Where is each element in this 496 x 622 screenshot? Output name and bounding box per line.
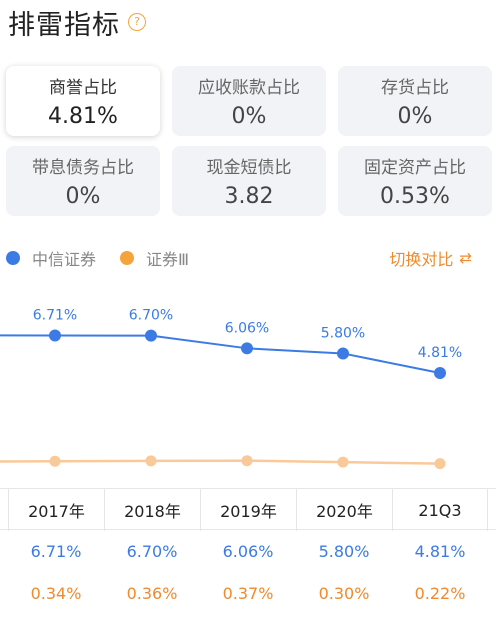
swap-icon: ⇄	[459, 249, 472, 267]
table-cell: 6.70%	[126, 541, 178, 561]
data-point[interactable]	[434, 367, 446, 380]
table-cell: 0.30%	[318, 583, 370, 603]
metric-card-value: 0%	[65, 184, 101, 209]
data-label: 6.70%	[129, 308, 173, 324]
table-header-cell: 2019年	[200, 489, 296, 531]
data-label: 5.80%	[321, 325, 365, 341]
chart-legend: 中信证券 证券Ⅲ 切换对比 ⇄	[6, 244, 490, 272]
legend-label-series-2: 证券Ⅲ	[146, 250, 190, 269]
table-cell: 0.36%	[126, 583, 178, 603]
table-header-cell: 21Q3	[392, 489, 488, 531]
legend-dot-series-2	[120, 251, 135, 265]
metric-card-value: 4.81%	[48, 104, 118, 129]
metric-card-label: 现金短债比	[206, 158, 292, 178]
metric-card-value: 0%	[231, 104, 267, 129]
metric-card-cash-short-debt[interactable]: 现金短债比 3.82	[172, 146, 326, 216]
table-cell: 0.34%	[30, 583, 82, 603]
metric-card-label: 固定资产占比	[364, 158, 466, 178]
switch-compare-label: 切换对比	[389, 250, 454, 269]
metric-card-value: 0%	[397, 104, 433, 129]
data-point[interactable]	[145, 329, 157, 342]
metric-card-goodwill[interactable]: 商誉占比 4.81%	[6, 66, 160, 136]
legend-dot-series-1	[6, 251, 20, 265]
table-cell: 6.71%	[30, 541, 82, 561]
table-header-cell: 2017年	[8, 489, 104, 531]
metric-card-label: 商誉占比	[49, 78, 117, 98]
table-cell: 6.06%	[222, 541, 274, 561]
data-point[interactable]	[49, 329, 61, 342]
table-cell: 4.81%	[414, 541, 466, 561]
table-row: 6.71% 6.70% 6.06% 5.80% 4.81%	[0, 530, 496, 572]
metric-card-inventory[interactable]: 存货占比 0%	[338, 66, 492, 136]
data-label: 6.71%	[33, 307, 77, 323]
data-point[interactable]	[337, 456, 349, 468]
data-point[interactable]	[337, 347, 349, 360]
legend-label-series-1: 中信证券	[32, 250, 97, 269]
table-header-cell: 2020年	[296, 489, 392, 531]
metric-card-value: 0.53%	[380, 184, 450, 209]
line-chart: 6.71% 6.70% 6.06% 5.80% 4.81%	[0, 307, 462, 470]
table-row: 0.34% 0.36% 0.37% 0.30% 0.22%	[0, 572, 496, 614]
switch-compare-button[interactable]: 切换对比 ⇄	[389, 244, 472, 272]
metric-card-value: 3.82	[224, 184, 274, 209]
table-cell: 5.80%	[318, 541, 370, 561]
table-header-row: 2017年 2018年 2019年 2020年 21Q3	[0, 488, 496, 531]
table-cell: 0.37%	[222, 583, 274, 603]
help-icon[interactable]: ?	[128, 13, 146, 31]
metric-card-label: 带息债务占比	[32, 158, 134, 178]
metric-card-interest-debt[interactable]: 带息债务占比 0%	[6, 146, 160, 216]
data-table: 2017年 2018年 2019年 2020年 21Q3 6.71% 6.70%…	[0, 488, 496, 614]
page-title: 排雷指标 ?	[8, 4, 146, 41]
data-label: 6.06%	[225, 320, 269, 336]
metric-card-label: 应收账款占比	[198, 78, 300, 98]
series-line-2	[0, 459, 441, 465]
data-point[interactable]	[145, 455, 157, 467]
metric-cards: 商誉占比 4.81% 应收账款占比 0% 存货占比 0% 带息债务占比 0% 现…	[6, 66, 492, 216]
series-line-1	[0, 334, 441, 374]
page-title-text: 排雷指标	[8, 9, 120, 41]
data-point[interactable]	[434, 458, 446, 470]
table-cell: 0.22%	[414, 583, 466, 603]
metric-card-receivables[interactable]: 应收账款占比 0%	[172, 66, 326, 136]
metric-card-fixed-assets[interactable]: 固定资产占比 0.53%	[338, 146, 492, 216]
table-header-cell: 2018年	[104, 489, 200, 531]
metric-card-label: 存货占比	[381, 78, 449, 98]
data-point[interactable]	[49, 455, 61, 467]
data-point[interactable]	[241, 342, 253, 355]
data-label: 4.81%	[418, 345, 462, 361]
data-point[interactable]	[241, 455, 253, 467]
